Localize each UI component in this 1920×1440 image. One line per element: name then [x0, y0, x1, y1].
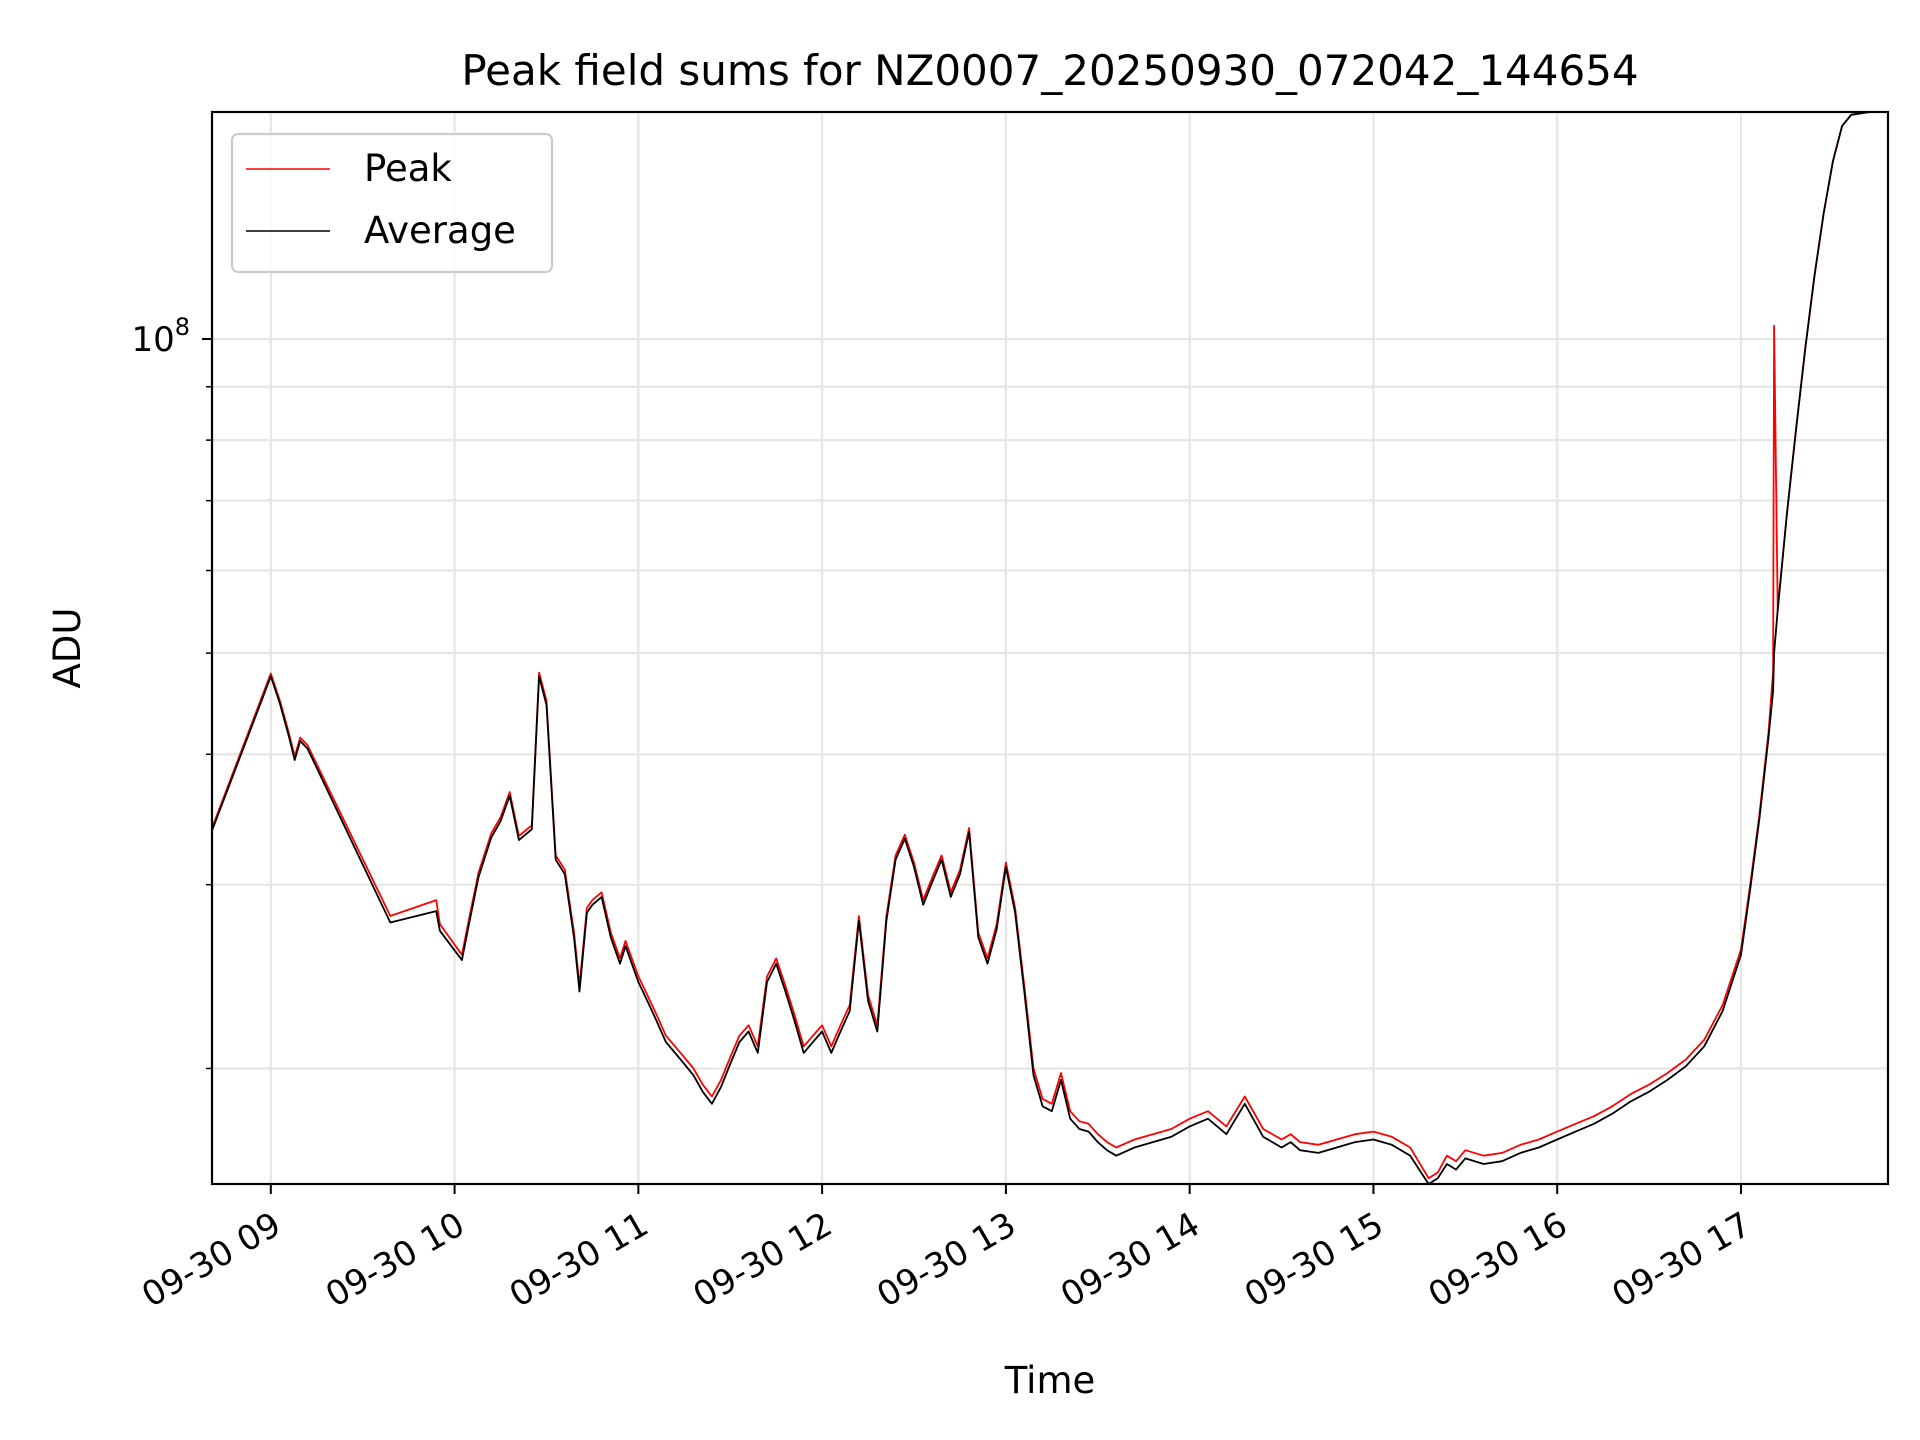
legend-label-peak: Peak	[364, 147, 452, 190]
y-axis-label: ADU	[46, 608, 89, 689]
x-axis-label: Time	[1004, 1359, 1096, 1402]
plot-lines	[212, 112, 1888, 1184]
grid-lines	[212, 112, 1888, 1184]
plot-frame	[210, 110, 1890, 1186]
chart-title: Peak field sums for NZ0007_20250930_0720…	[461, 46, 1638, 95]
legend: Peak Average	[230, 132, 554, 274]
series-line-average	[212, 112, 1888, 1184]
y-tick-label: 108	[131, 313, 190, 360]
legend-label-average: Average	[364, 209, 516, 252]
